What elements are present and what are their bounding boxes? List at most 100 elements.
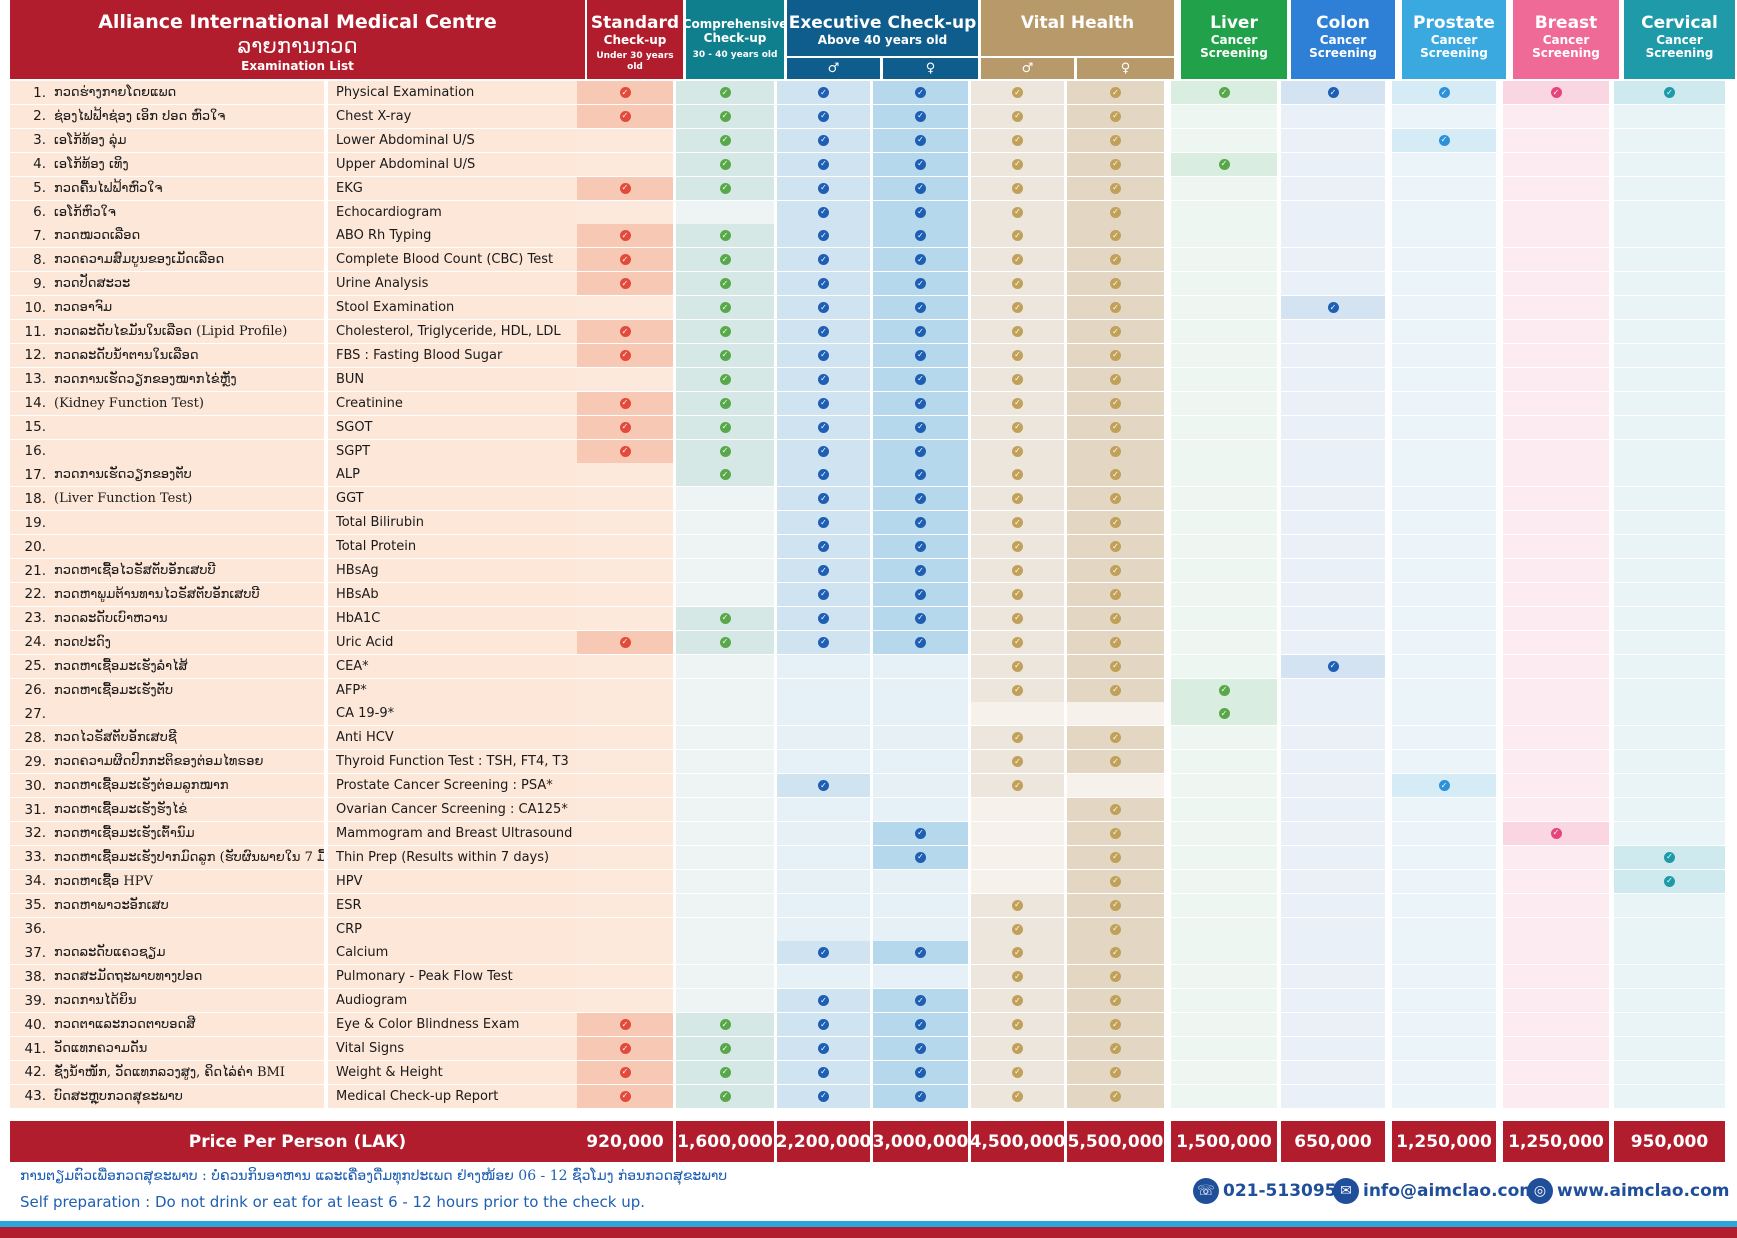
package-cell <box>873 869 968 893</box>
package-cell: ✓ <box>971 559 1064 582</box>
package-cell <box>1281 750 1385 774</box>
check-icon: ✓ <box>818 182 829 194</box>
table-row: 19. Total Bilirubin ✓ ✓ ✓ ✓ <box>10 511 1735 535</box>
package-cell: ✓ <box>676 81 774 104</box>
table-row: 13. ກວດການເຮັດວຽກຂອງໝາກໄຂ່ຫຼັງ BUN ✓ ✓ ✓ ✓ ✓ <box>10 367 1735 392</box>
check-icon: ✓ <box>619 87 631 98</box>
website-contact[interactable]: ◎ www.aimclao.com <box>1527 1178 1729 1204</box>
check-icon: ✓ <box>1012 756 1023 768</box>
check-icon: ✓ <box>818 373 829 385</box>
package-cell <box>1171 343 1277 367</box>
phone-contact[interactable]: ☏ 021-513095 <box>1193 1178 1337 1204</box>
exam-name-lao: ກວດປະດົງ <box>54 634 111 650</box>
exam-name-en: ESR <box>336 897 362 913</box>
row-label-bg <box>328 821 592 845</box>
package-cell <box>676 582 774 606</box>
check-icon: ✓ <box>818 134 829 146</box>
exam-name-en: BUN <box>336 371 365 387</box>
package-cell <box>1614 606 1725 630</box>
package-cell <box>1392 941 1496 965</box>
exam-name-lao: ບົດສະຫຼຸບກວດສຸຂະພາບ <box>54 1088 183 1104</box>
check-icon: ✓ <box>1012 684 1023 696</box>
package-cell: ✓ <box>777 1084 870 1108</box>
check-icon: ✓ <box>1110 899 1121 911</box>
check-icon: ✓ <box>719 1019 731 1031</box>
package-cell: ✓ <box>873 511 968 535</box>
package-cell <box>1614 535 1725 559</box>
row-label-bg <box>10 296 324 320</box>
exam-name-en: Urine Analysis <box>336 276 429 292</box>
package-cell <box>577 128 673 152</box>
check-icon: ✓ <box>1110 636 1121 648</box>
package-cell: ✓ <box>873 224 968 248</box>
package-cell <box>1503 391 1609 415</box>
package-cell <box>1171 128 1277 152</box>
package-cell <box>1392 535 1496 559</box>
package-cell <box>1171 893 1277 917</box>
package-cell <box>1281 511 1385 535</box>
package-cell: ✓ <box>971 128 1064 152</box>
row-number: 12. <box>24 347 46 364</box>
exam-name-en: Total Protein <box>336 539 417 555</box>
row-number: 27. <box>24 705 46 722</box>
package-cell: ✓ <box>1281 296 1385 320</box>
package-cell <box>971 821 1064 845</box>
check-icon: ✓ <box>1012 182 1023 194</box>
check-icon: ✓ <box>915 851 926 863</box>
package-cell <box>873 798 968 821</box>
package-cell <box>577 678 673 702</box>
check-icon: ✓ <box>719 397 731 409</box>
package-cell <box>1614 367 1725 391</box>
package-cell: ✓ <box>873 535 968 559</box>
package-cell <box>1171 104 1277 128</box>
exam-name-lao: ກວດປັດສະວະ <box>54 276 131 292</box>
package-cell <box>676 535 774 559</box>
package-cell <box>1281 606 1385 630</box>
package-cell: ✓ <box>577 415 673 439</box>
exam-name-lao: ກວດຫາເຊື້ອໄວຣັສຕັບອັກເສບບີ <box>54 563 216 578</box>
price-label: Price Per Person (LAK) <box>10 1121 585 1162</box>
package-cell: ✓ <box>1281 654 1385 678</box>
exam-name-en: ABO Rh Typing <box>336 228 432 244</box>
package-cell: ✓ <box>577 248 673 272</box>
row-label-bg <box>328 965 592 989</box>
check-icon: ✓ <box>818 87 829 98</box>
exam-name-lao: ກວດຫາເຊື້ອມະເຮັງຕັບ <box>54 682 174 698</box>
package-cell: ✓ <box>873 415 968 439</box>
check-icon: ✓ <box>619 1043 631 1054</box>
package-cell <box>1614 463 1725 487</box>
check-icon: ✓ <box>818 278 829 290</box>
check-icon: ✓ <box>1012 923 1023 935</box>
package-cell <box>1171 439 1277 463</box>
package-cell: ✓ <box>971 1060 1064 1084</box>
row-label-bg <box>10 917 324 941</box>
package-cell <box>1503 200 1609 224</box>
package-cell <box>577 606 673 630</box>
package-cell: ✓ <box>873 630 968 654</box>
exam-name-en: Physical Examination <box>336 85 475 100</box>
package-cell: ✓ <box>676 367 774 391</box>
check-icon: ✓ <box>818 445 829 457</box>
package-cell <box>1171 487 1277 511</box>
table-row: 28. ກວດໄວຣັສຕັບອັກເສບຊີ Anti HCV ✓ ✓ <box>10 726 1735 750</box>
check-icon: ✓ <box>619 230 631 242</box>
row-label-bg <box>10 176 324 200</box>
package-cell: ✓ <box>1067 893 1164 917</box>
package-cell: ✓ <box>971 439 1064 463</box>
check-icon: ✓ <box>818 206 829 218</box>
row-label-bg <box>10 654 324 678</box>
package-cell <box>1614 391 1725 415</box>
package-cell <box>1281 224 1385 248</box>
row-number: 13. <box>24 371 46 388</box>
package-cell <box>1392 845 1496 869</box>
check-icon: ✓ <box>1110 206 1121 218</box>
package-cell <box>1171 606 1277 630</box>
row-label-bg <box>328 917 592 941</box>
table-row: 33. ກວດຫາເຊື້ອມະເຮັງປາກມົດລູກ (ຮັບຜົນພາຍໃ… <box>10 845 1735 870</box>
exam-name-en: AFP* <box>336 682 367 698</box>
package-cell <box>1503 1037 1609 1060</box>
package-cell <box>577 200 673 224</box>
check-icon: ✓ <box>915 493 926 505</box>
email-contact[interactable]: ✉ info@aimclao.com <box>1333 1178 1537 1204</box>
table-row: 16. SGPT ✓ ✓ ✓ ✓ ✓ ✓ <box>10 439 1735 464</box>
